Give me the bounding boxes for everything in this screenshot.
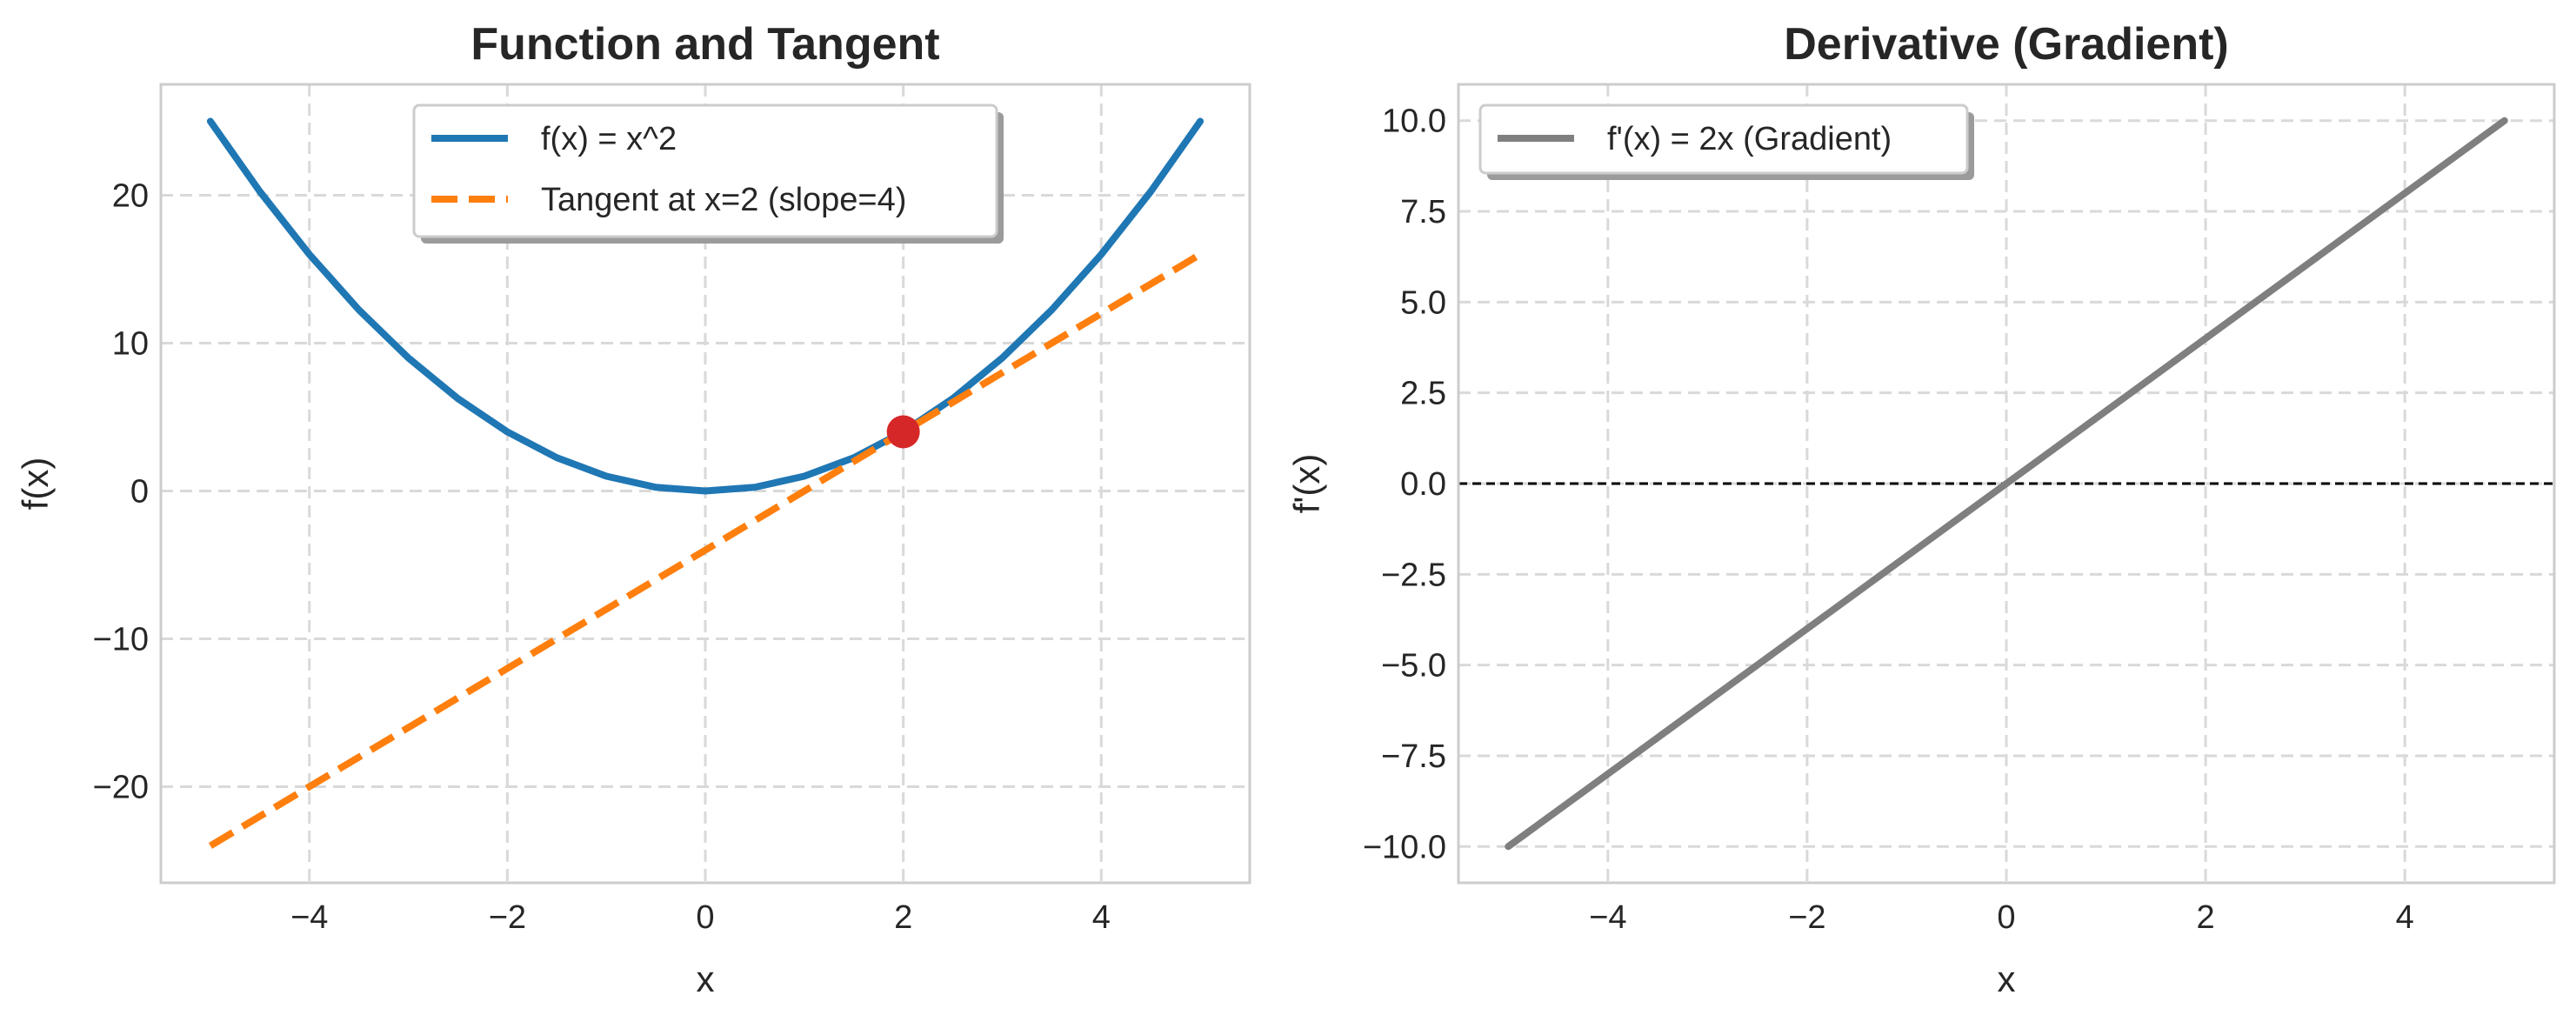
y-tick-label: 5.0 [1400, 284, 1446, 321]
x-tick-label: 0 [696, 899, 714, 936]
tangent-point-marker [886, 415, 920, 449]
legend-label-2: Tangent at x=2 (slope=4) [541, 182, 906, 218]
plot-area [206, 117, 1205, 849]
x-tick-label: −2 [489, 899, 526, 936]
x-tick-label: 2 [2197, 899, 2215, 936]
legend-label-1: f'(x) = 2x (Gradient) [1607, 121, 1892, 157]
x-tick-label: −4 [1589, 899, 1626, 936]
y-tick-label: −5.0 [1381, 648, 1446, 684]
chart-title: Function and Tangent [470, 19, 939, 70]
x-tick-label: 2 [894, 899, 912, 936]
panel-derivative: −4 −2 0 2 4 −10.0 −7.5 −5.0 −2.5 0.0 2.5 5.0 7.5 10.0… [1286, 19, 2556, 999]
x-tick-label: 4 [1092, 899, 1111, 936]
y-tick-label: −10 [93, 622, 149, 658]
y-tick-label: 2.5 [1400, 376, 1446, 412]
y-axis-label: f'(x) [1286, 454, 1327, 514]
legend: f'(x) = 2x (Gradient) [1478, 104, 1974, 180]
y-tick-label: −10.0 [1363, 829, 1446, 865]
legend-box [412, 104, 998, 238]
axes-frame [1457, 83, 2556, 885]
x-tick-label: 0 [1997, 899, 2015, 936]
x-tick-label: −2 [1788, 899, 1825, 936]
y-tick-label: 0.0 [1400, 466, 1446, 503]
y-tick-label: 10.0 [1382, 104, 1446, 140]
plot-area [1458, 117, 2554, 851]
y-tick-label: 20 [112, 178, 149, 215]
legend-label-1: f(x) = x^2 [541, 121, 677, 157]
legend-box [1478, 104, 1969, 175]
axes-frame [159, 83, 1251, 885]
y-tick-label: 7.5 [1400, 194, 1446, 230]
x-tick-label: 4 [2396, 899, 2414, 936]
series-line-1 [206, 117, 1205, 495]
y-tick-label: 10 [112, 326, 149, 363]
y-axis-label: f(x) [15, 457, 56, 511]
y-tick-label: −7.5 [1381, 738, 1446, 775]
x-axis-label: x [1998, 958, 2016, 999]
chart-title: Derivative (Gradient) [1784, 19, 2229, 70]
series-line-1 [1505, 117, 2508, 851]
x-axis-label: x [697, 958, 715, 999]
x-tick-label: −4 [290, 899, 328, 936]
y-tick-label: −20 [93, 770, 149, 806]
y-tick-label: 0 [130, 474, 149, 511]
series-line-2 [208, 251, 1203, 849]
y-tick-label: −2.5 [1381, 557, 1446, 593]
legend: f(x) = x^2 Tangent at x=2 (slope=4) [412, 104, 1004, 244]
